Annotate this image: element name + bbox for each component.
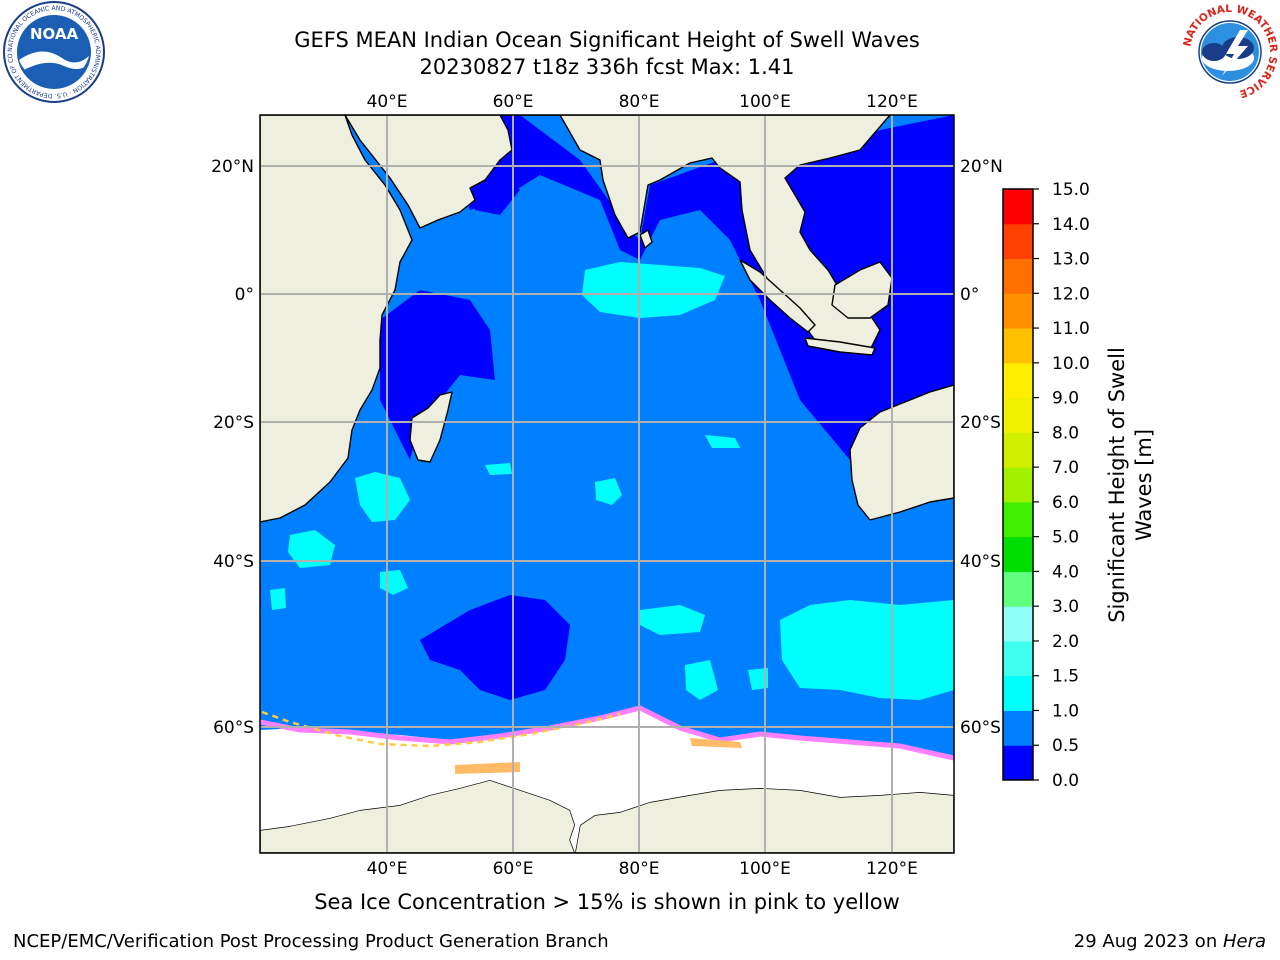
colorbar: 0.0 0.5 1.0 1.5 2.0 3.0 4.0 5.0 6.0 7.0 8.0 9.0 10.0…	[1002, 180, 1090, 791]
colorbar-swatch	[1003, 223, 1033, 260]
colorbar-tick-label: 9.0	[1052, 389, 1079, 409]
colorbar-tick-label: 7.0	[1052, 458, 1079, 478]
chart-title: GEFS MEAN Indian Ocean Significant Heigh…	[294, 28, 920, 52]
lat-label-left: 20°N	[211, 157, 254, 177]
lat-label-left: 40°S	[213, 552, 254, 572]
lat-label-left: 60°S	[213, 718, 254, 738]
lon-label-top: 60°E	[493, 92, 534, 112]
colorbar-tick-label: 11.0	[1052, 319, 1090, 339]
colorbar-tick-label: 1.0	[1052, 701, 1079, 721]
colorbar-tick-label: 1.5	[1052, 667, 1079, 687]
lon-label-top: 120°E	[866, 92, 918, 112]
colorbar-tick-label: 6.0	[1052, 493, 1079, 513]
low-swell-zones	[380, 115, 954, 700]
colorbar-tick-label: 13.0	[1052, 250, 1090, 270]
colorbar-tick-label: 14.0	[1052, 215, 1090, 235]
lat-label-right: 0°	[960, 285, 979, 305]
colorbar-tick-label: 12.0	[1052, 284, 1090, 304]
colorbar-swatch	[1003, 501, 1033, 538]
colorbar-swatch	[1003, 745, 1033, 781]
land-masses	[260, 115, 954, 853]
lat-label-left: 20°S	[213, 413, 254, 433]
lon-label-top: 80°E	[619, 92, 660, 112]
nws-logo: NATIONAL WEATHER SERVICE	[1181, 3, 1279, 101]
colorbar-tick-label: 2.0	[1052, 632, 1079, 652]
colorbar-tick-label: 8.0	[1052, 423, 1079, 443]
sea-ice-note: Sea Ice Concentration > 15% is shown in …	[314, 890, 900, 914]
colorbar-tick-label: 4.0	[1052, 562, 1079, 582]
colorbar-swatch	[1003, 328, 1033, 364]
colorbar-tick-label: 0.5	[1052, 736, 1079, 756]
lon-label-top: 40°E	[367, 92, 408, 112]
footer-branch: NCEP/EMC/Verification Post Processing Pr…	[13, 931, 609, 952]
noaa-logo: NATIONAL OCEANIC AND ATMOSPHERIC ADMINIS…	[2, 0, 105, 103]
lon-label-bottom: 80°E	[619, 859, 660, 879]
colorbar-tick-label: 5.0	[1052, 528, 1079, 548]
colorbar-swatch	[1003, 293, 1033, 329]
lat-label-right: 20°N	[960, 157, 1003, 177]
moderate-swell-zones	[270, 262, 954, 700]
colorbar-label-line2: Waves [m]	[1132, 429, 1156, 541]
colorbar-swatch	[1003, 258, 1033, 294]
colorbar-label-line1: Significant Height of Swell	[1105, 347, 1129, 623]
colorbar-swatch	[1003, 397, 1033, 433]
lat-label-right: 60°S	[960, 718, 1001, 738]
colorbar-tick-label: 0.0	[1052, 771, 1079, 791]
colorbar-swatch	[1003, 362, 1033, 399]
noaa-logo-text: NOAA	[30, 25, 79, 43]
lon-label-bottom: 40°E	[367, 859, 408, 879]
lon-label-bottom: 100°E	[739, 859, 791, 879]
lat-label-right: 40°S	[960, 552, 1001, 572]
colorbar-swatch	[1003, 640, 1033, 677]
colorbar-frame	[1002, 188, 1034, 781]
colorbar-swatch	[1003, 606, 1033, 642]
lat-label-left: 0°	[235, 285, 254, 305]
footer-date: 29 Aug 2023 on Hera	[1074, 931, 1266, 952]
colorbar-swatch	[1003, 467, 1033, 503]
colorbar-swatch	[1003, 710, 1033, 746]
colorbar-swatch	[1003, 675, 1033, 711]
map-frame	[259, 114, 955, 854]
colorbar-tick-label: 10.0	[1052, 354, 1090, 374]
colorbar-tick-label: 15.0	[1052, 180, 1090, 200]
lon-label-bottom: 120°E	[866, 859, 918, 879]
lon-label-top: 100°E	[739, 92, 791, 112]
colorbar-swatch	[1003, 432, 1033, 468]
chart-subtitle: 20230827 t18z 336h fcst Max: 1.41	[419, 55, 795, 79]
colorbar-swatch	[1003, 189, 1033, 225]
colorbar-swatch	[1003, 571, 1033, 607]
lat-lon-grid	[260, 115, 954, 853]
colorbar-tick-label: 3.0	[1052, 597, 1079, 617]
footer-host: Hera	[1222, 931, 1266, 952]
footer-date-text: 29 Aug 2023 on	[1073, 931, 1223, 952]
colorbar-swatch	[1003, 536, 1033, 572]
lon-label-bottom: 60°E	[493, 859, 534, 879]
lat-label-right: 20°S	[960, 413, 1001, 433]
